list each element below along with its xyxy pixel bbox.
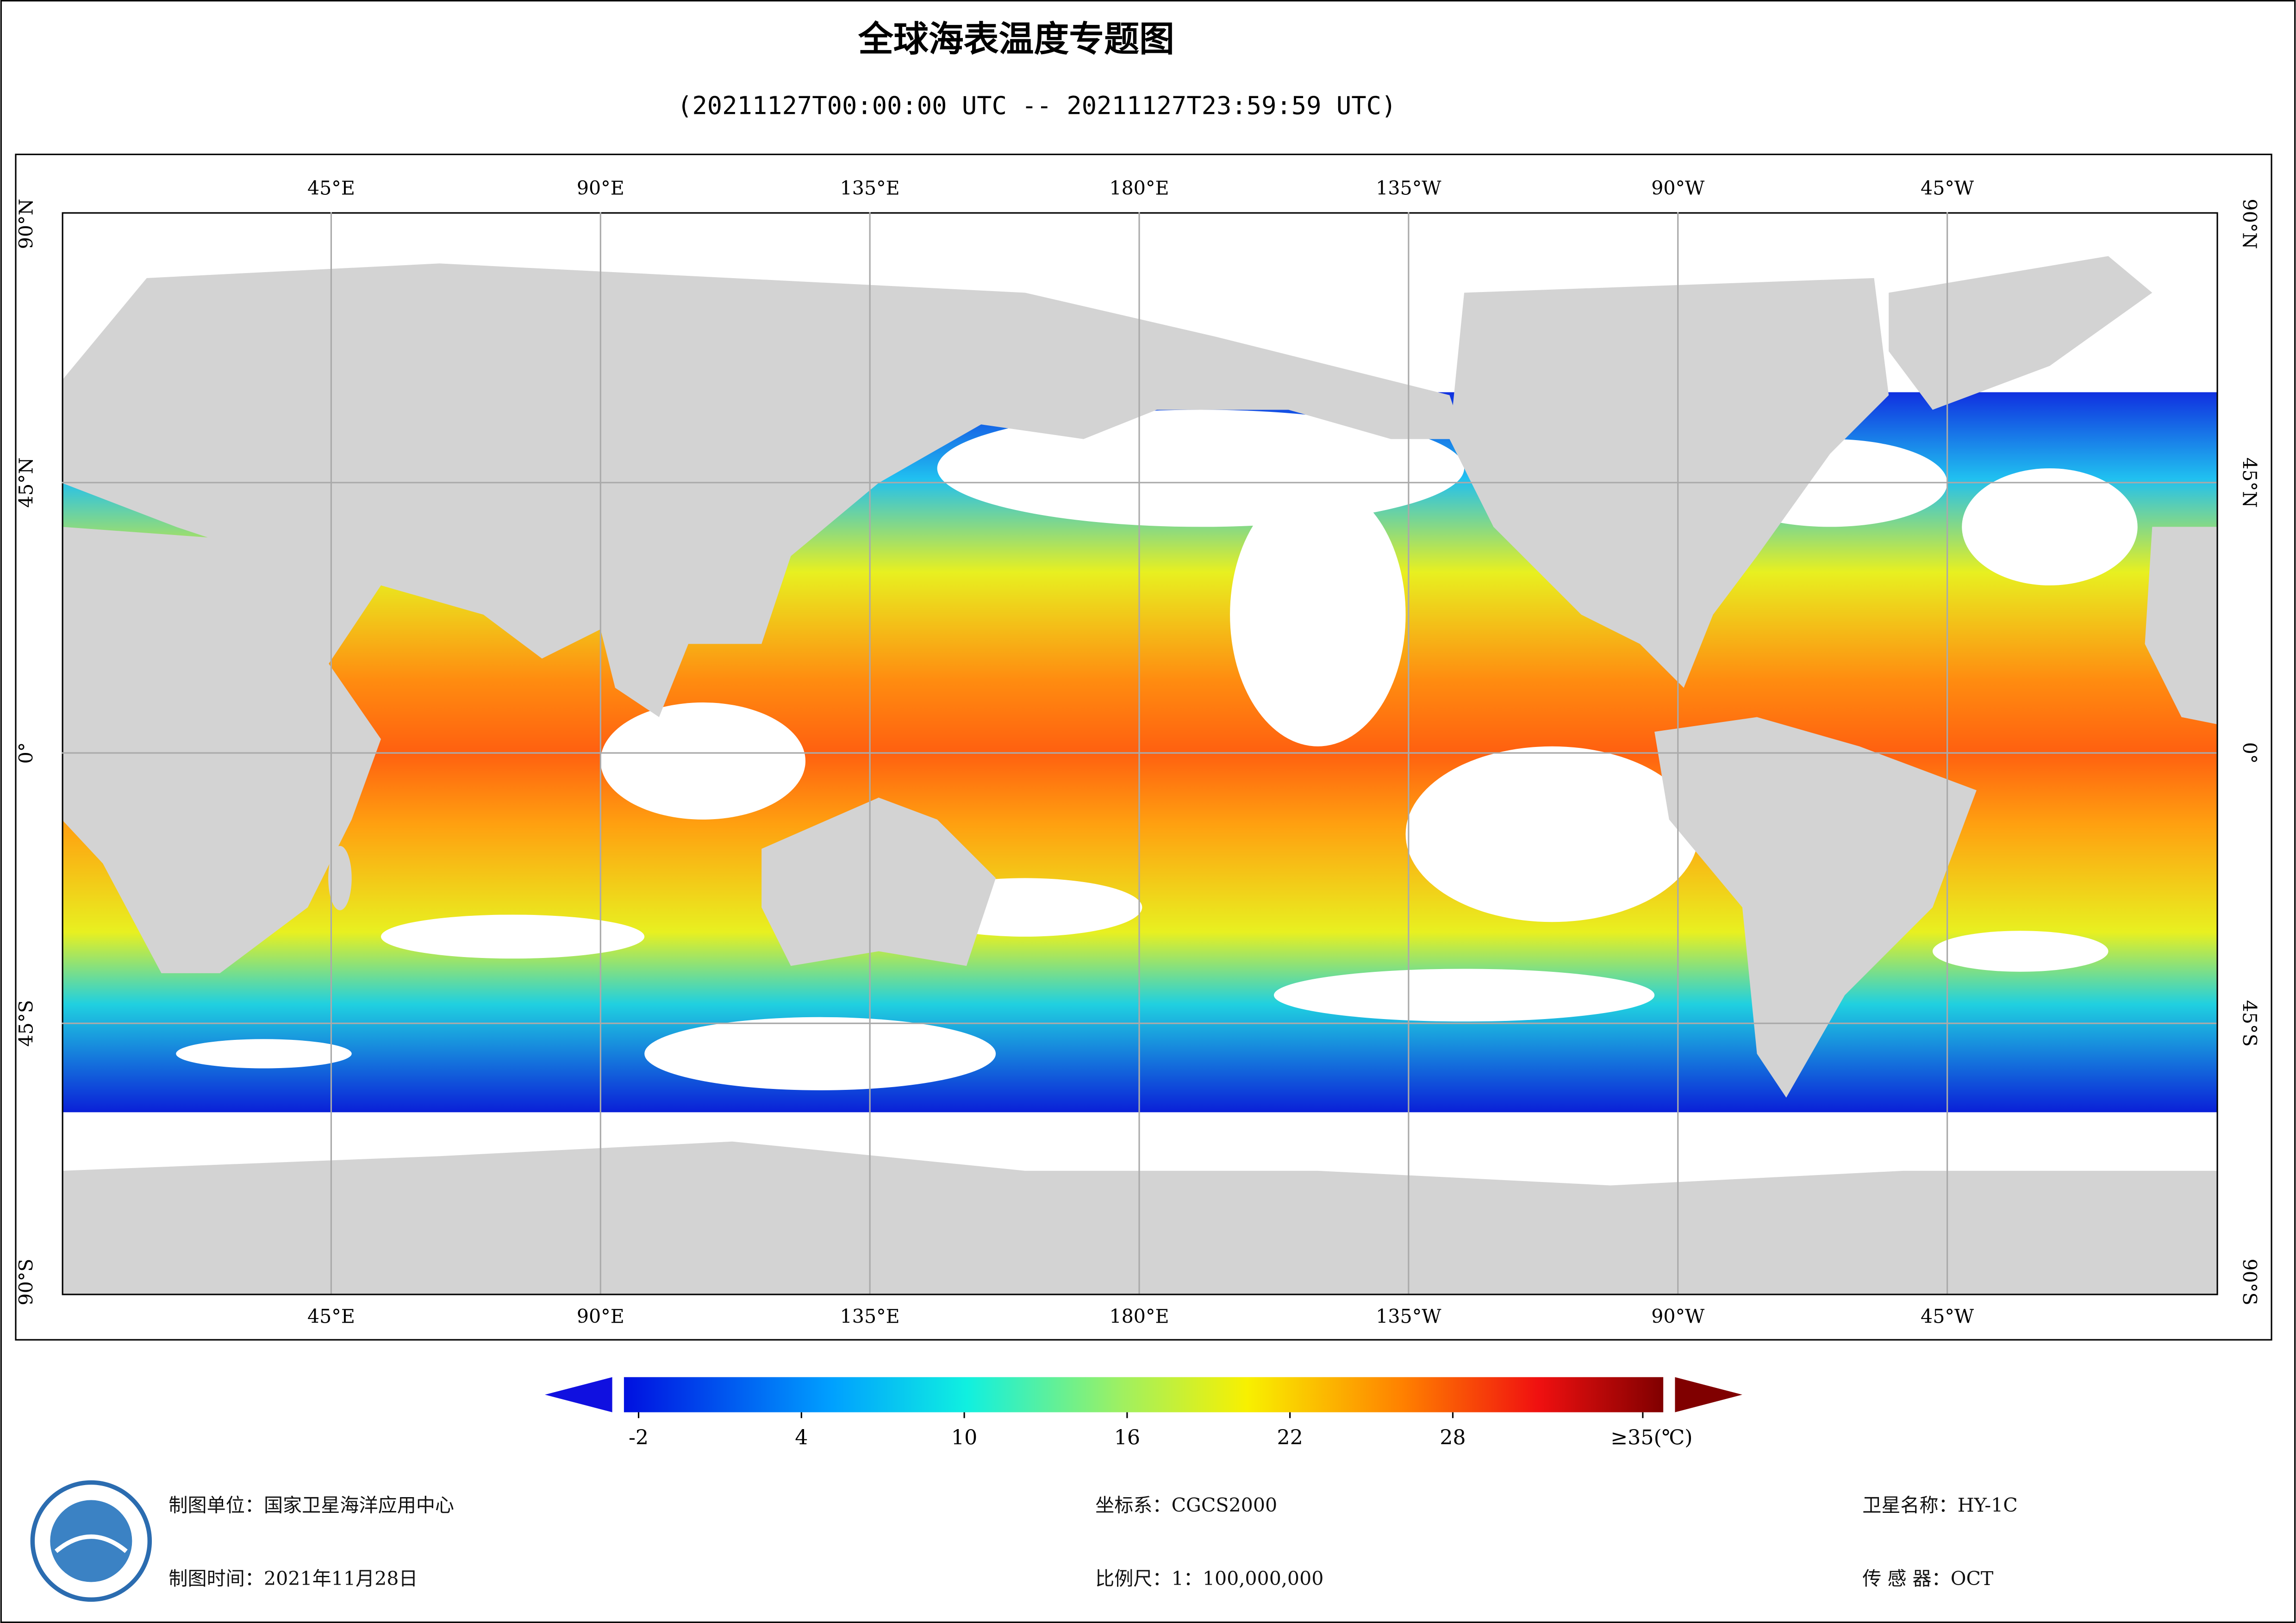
colorbar-tick-label: 22 xyxy=(1277,1426,1303,1449)
colorbar-under-arrow xyxy=(545,1377,612,1412)
lat-label-right: 45°S xyxy=(2238,1000,2260,1047)
colorbar-tick-label: 4 xyxy=(795,1426,808,1449)
footer-crs: 坐标系：CGCS2000 xyxy=(1095,1494,1277,1517)
lon-label-bottom: 90°E xyxy=(577,1306,624,1328)
footer-date: 制图时间：2021年11月28日 xyxy=(168,1567,418,1590)
lon-label-bottom: 135°W xyxy=(1376,1306,1441,1328)
lat-label-right: 90°N xyxy=(2238,199,2260,249)
lat-label-right: 0° xyxy=(2238,742,2260,764)
colorbar-tick-label: ≥35(℃) xyxy=(1610,1426,1692,1449)
footer-sensor: 传 感 器：OCT xyxy=(1862,1567,1994,1590)
lon-label-bottom: 135°E xyxy=(840,1306,900,1328)
lat-label-left: 45°S xyxy=(15,1000,37,1047)
lon-label-top: 180°E xyxy=(1110,177,1169,199)
colorbar-tick-label: 28 xyxy=(1440,1426,1466,1449)
lon-label-bottom: 45°E xyxy=(307,1306,355,1328)
lon-label-top: 90°E xyxy=(577,177,624,199)
footer-unit: 制图单位：国家卫星海洋应用中心 xyxy=(168,1494,454,1517)
lat-label-left: 90°S xyxy=(15,1259,37,1306)
footer-scale: 比例尺：1：100,000,000 xyxy=(1095,1567,1323,1590)
lat-label-left: 0° xyxy=(15,742,37,764)
colorbar-over-arrow xyxy=(1675,1377,1742,1412)
footer-satellite: 卫星名称：HY-1C xyxy=(1862,1494,2018,1517)
title: 全球海表温度专题图 xyxy=(858,19,1174,60)
map-image xyxy=(62,256,2218,1294)
subtitle: (20211127T00:00:00 UTC -- 20211127T23:59… xyxy=(677,91,1396,120)
colorbar-tick-label: 16 xyxy=(1114,1426,1140,1449)
colorbar-tick-label: 10 xyxy=(951,1426,977,1449)
colorbar xyxy=(624,1377,1664,1412)
lon-label-top: 90°W xyxy=(1651,177,1705,199)
lon-label-top: 45°E xyxy=(307,177,355,199)
lat-label-left: 45°N xyxy=(15,457,37,508)
colorbar-tick-label: -2 xyxy=(629,1426,649,1449)
lon-label-top: 135°W xyxy=(1376,177,1441,199)
map-frame xyxy=(15,154,2272,1341)
lon-label-top: 135°E xyxy=(840,177,900,199)
lat-label-right: 90°S xyxy=(2238,1259,2260,1306)
lon-label-bottom: 90°W xyxy=(1651,1306,1705,1328)
logo xyxy=(30,1480,152,1602)
lon-label-top: 45°W xyxy=(1921,177,1974,199)
lon-label-bottom: 180°E xyxy=(1110,1306,1169,1328)
lon-label-bottom: 45°W xyxy=(1921,1306,1974,1328)
lat-label-left: 90°N xyxy=(15,199,37,249)
lat-label-right: 45°N xyxy=(2238,457,2260,508)
